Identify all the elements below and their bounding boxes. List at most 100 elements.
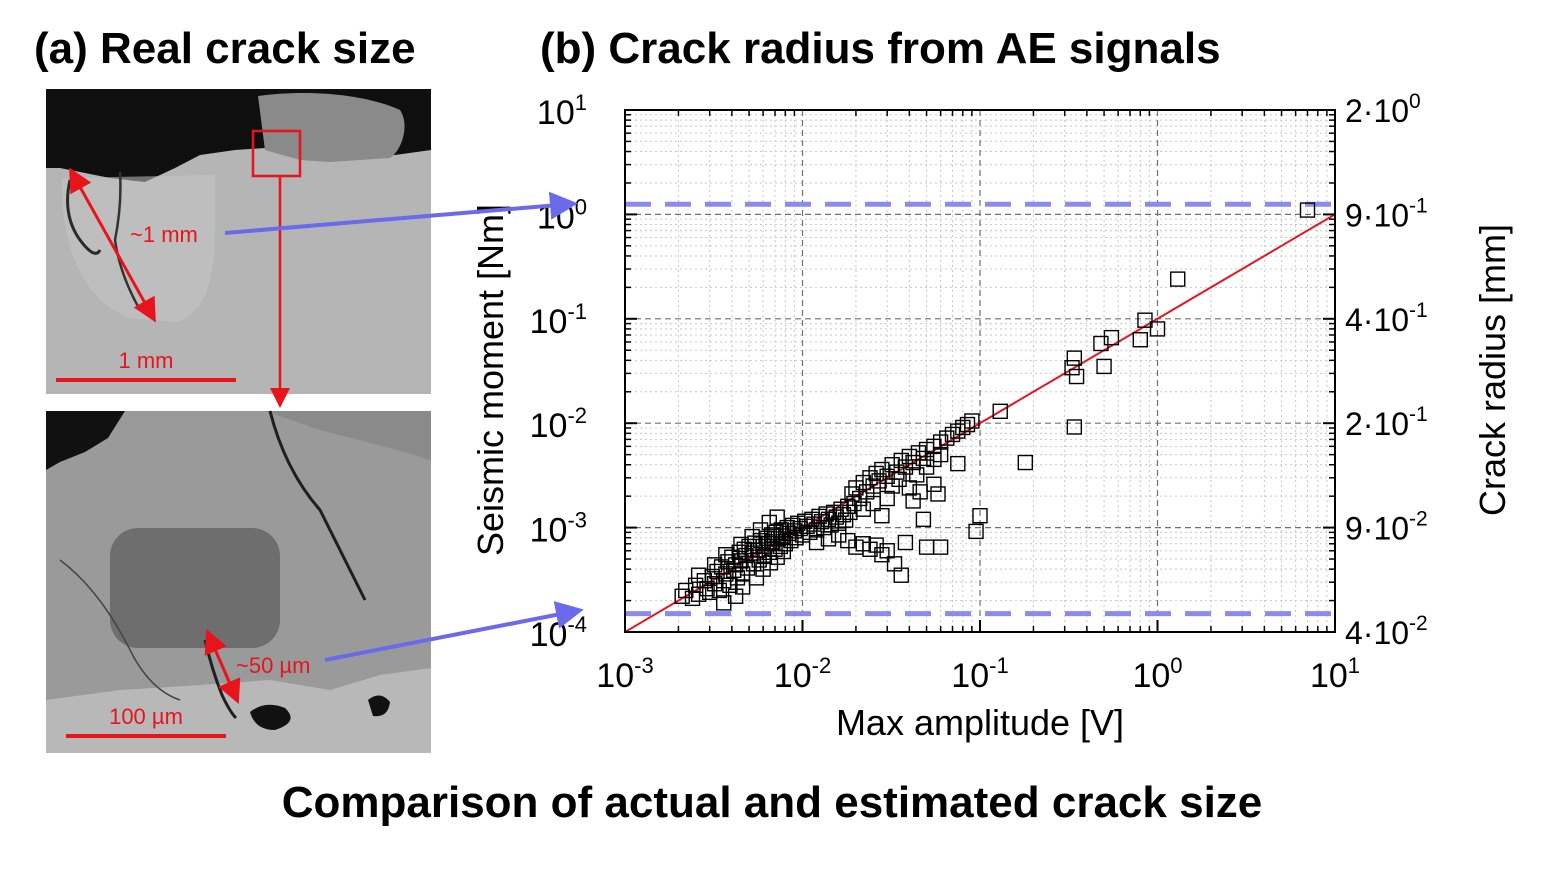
- data-point: [1017, 454, 1034, 471]
- connector-arrow-bottom: [324, 601, 584, 662]
- y2-tick-label: 9·10-1: [1345, 194, 1428, 233]
- data-point: [1299, 202, 1316, 218]
- grid: [624, 109, 1336, 633]
- data-point: [968, 523, 984, 540]
- data-point: [684, 590, 701, 607]
- pore: [368, 695, 390, 717]
- data-point: [972, 508, 988, 524]
- data-point: [1149, 321, 1166, 337]
- y2-tick-label: 2·100: [1345, 90, 1421, 129]
- data-point: [992, 403, 1008, 420]
- data-point: [733, 536, 749, 553]
- data-point: [844, 486, 860, 502]
- y-tick-label: 10-2: [530, 403, 587, 445]
- data-point: [964, 413, 980, 429]
- data-point: [1068, 368, 1085, 385]
- data-point: [909, 467, 925, 483]
- data-point: [820, 531, 837, 547]
- y2-tick-label: 4·10-1: [1345, 299, 1428, 338]
- connector-arrow-top: [224, 191, 578, 235]
- data-point: [706, 557, 723, 573]
- data-point: [1093, 335, 1109, 352]
- y2-tick-label: 9·10-2: [1345, 508, 1428, 547]
- data-point: [897, 534, 914, 551]
- micrograph-bottom: ~50 µm 100 µm: [46, 410, 431, 753]
- data-point: [950, 455, 966, 472]
- data-point: [739, 560, 756, 576]
- data-point: [926, 476, 942, 492]
- data-point: [729, 570, 746, 586]
- data-point: [755, 538, 771, 555]
- y-axis-label: Seismic moment [Nm]: [470, 204, 511, 556]
- fit-and-reference-lines: [625, 201, 1335, 632]
- scale-label-bottom: 100 µm: [109, 704, 183, 729]
- crack-length-arrow: [69, 167, 156, 323]
- data-point: [701, 584, 718, 601]
- data-point: [915, 511, 932, 528]
- data-point: [1064, 360, 1080, 376]
- data-point: [1066, 350, 1083, 366]
- data-point: [777, 536, 793, 552]
- data-point: [734, 579, 751, 595]
- data-point: [674, 588, 690, 604]
- data-points: [674, 202, 1316, 611]
- crack-length-arrow: [204, 628, 241, 705]
- data-point: [772, 538, 789, 555]
- data-point: [868, 537, 884, 553]
- y2-tick-label: 2·10-1: [1345, 403, 1428, 442]
- data-point: [879, 468, 895, 485]
- data-point: [891, 471, 907, 488]
- data-point: [874, 508, 890, 524]
- data-point: [932, 446, 949, 463]
- data-point: [718, 566, 734, 582]
- data-point: [901, 480, 918, 496]
- crack-label-top: ~1 mm: [130, 222, 198, 247]
- x-axis-label: Max amplitude [V]: [836, 702, 1124, 743]
- axis-ticks: 10-3 10-2 10-1 100 10110-410-310-210-1100101…: [530, 90, 1428, 695]
- scale-label-top: 1 mm: [119, 348, 174, 373]
- data-point: [932, 539, 949, 555]
- y2-axis-label: Crack radius [mm]: [1472, 224, 1513, 516]
- data-point: [862, 541, 878, 557]
- data-point: [865, 478, 881, 494]
- data-point: [1170, 271, 1186, 287]
- data-point: [1096, 358, 1112, 375]
- data-point: [718, 547, 734, 563]
- data-point: [775, 543, 792, 560]
- data-point: [915, 450, 932, 467]
- data-point: [769, 549, 785, 565]
- data-point: [871, 473, 887, 489]
- x-tick-label: 10-3: [596, 653, 653, 695]
- seismic-moment-chart: 10-3 10-2 10-1 100 10110-410-310-210-1100101…: [470, 90, 1513, 743]
- figure-caption: Comparison of actual and estimated crack…: [281, 778, 1263, 827]
- y-tick-label: 100: [537, 194, 587, 236]
- data-point: [846, 495, 862, 512]
- panel-b-title: (b) Crack radius from AE signals: [540, 24, 1221, 73]
- data-point: [769, 509, 785, 525]
- x-tick-label: 100: [1132, 653, 1182, 695]
- zoom-region-box: [251, 129, 302, 178]
- pore: [250, 704, 291, 730]
- y-tick-label: 10-1: [530, 299, 587, 341]
- data-point: [840, 498, 856, 514]
- data-point: [696, 573, 713, 589]
- y2-tick-label: 4·10-2: [1345, 612, 1428, 651]
- data-point: [879, 490, 895, 507]
- data-point: [690, 567, 707, 583]
- crack-label-bottom: ~50 µm: [236, 653, 310, 678]
- panel-a-title: (a) Real crack size: [34, 24, 416, 73]
- x-tick-label: 101: [1310, 653, 1360, 695]
- data-point: [1132, 332, 1148, 348]
- data-point: [1103, 329, 1120, 346]
- data-point: [959, 416, 976, 433]
- data-point: [711, 582, 728, 599]
- data-point: [1137, 312, 1153, 328]
- data-point: [893, 567, 909, 583]
- data-point: [761, 514, 777, 531]
- data-point: [930, 486, 946, 502]
- grain-region: [110, 528, 280, 648]
- data-point: [808, 534, 825, 551]
- y-tick-label: 101: [537, 90, 587, 132]
- x-tick-label: 10-2: [774, 653, 831, 695]
